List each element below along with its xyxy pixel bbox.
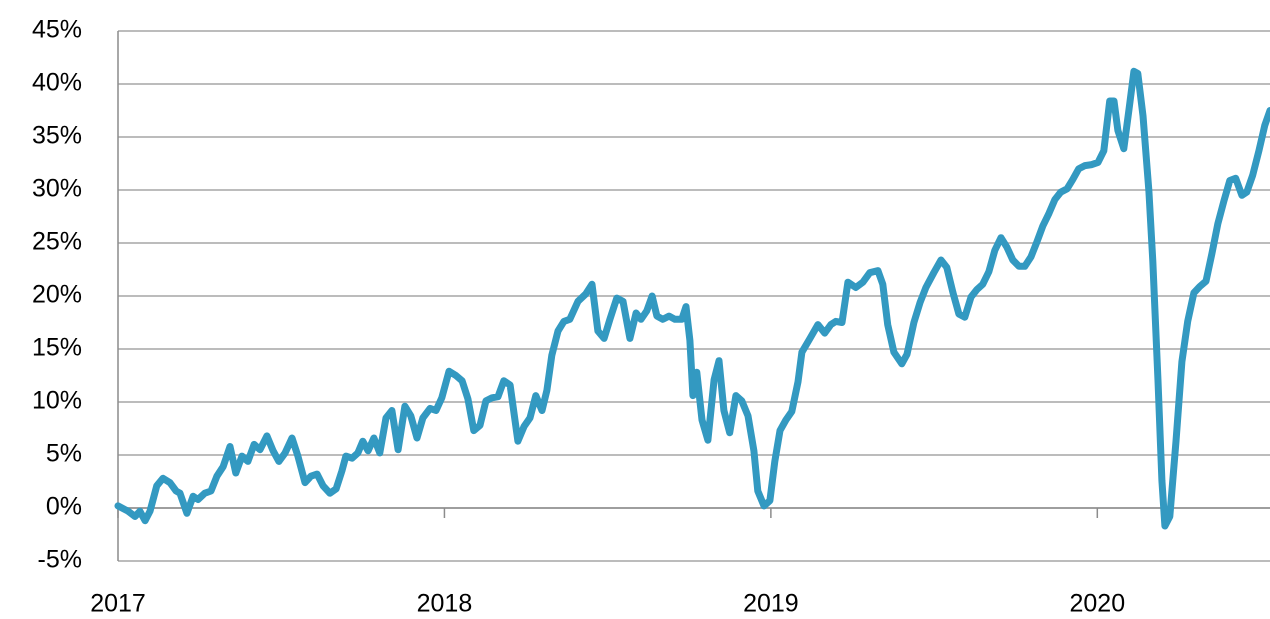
- y-tick-label: 40%: [32, 69, 82, 97]
- y-tick-label: 45%: [32, 16, 82, 44]
- x-tick-label: 2017: [90, 590, 146, 618]
- y-tick-label: 20%: [32, 281, 82, 309]
- x-tick-label: 2020: [1070, 590, 1126, 618]
- y-tick-label: 30%: [32, 175, 82, 203]
- y-tick-label: 5%: [46, 440, 82, 468]
- y-tick-label: 25%: [32, 228, 82, 256]
- x-tick-label: 2018: [417, 590, 473, 618]
- data-line: [114, 67, 1270, 530]
- y-tick-label: 15%: [32, 334, 82, 362]
- y-tick-label: -5%: [38, 546, 82, 574]
- y-tick-label: 10%: [32, 387, 82, 415]
- y-tick-label: 0%: [46, 493, 82, 521]
- x-tick-label: 2019: [743, 590, 799, 618]
- y-tick-label: 35%: [32, 122, 82, 150]
